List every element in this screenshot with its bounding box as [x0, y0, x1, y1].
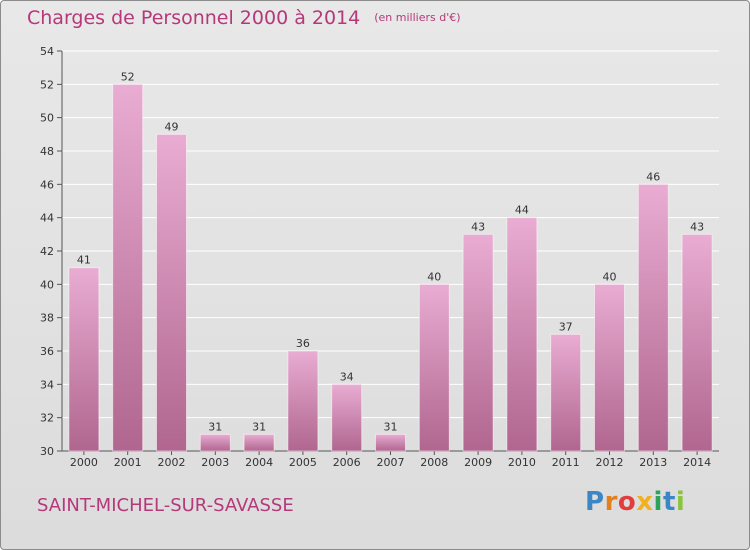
x-tick-label: 2007 — [377, 456, 405, 469]
logo-letter: t — [662, 487, 676, 517]
bars — [68, 83, 713, 452]
y-tick-label: 42 — [40, 245, 54, 258]
y-tick-label: 32 — [40, 412, 54, 425]
x-tick-label: 2009 — [464, 456, 492, 469]
bar-value-label: 31 — [208, 420, 222, 433]
y-tick-label: 40 — [40, 278, 54, 291]
bar-value-label: 43 — [471, 220, 485, 233]
y-tick-label: 34 — [40, 378, 54, 391]
bar-2005 — [287, 350, 319, 452]
bar-value-label: 46 — [646, 170, 660, 183]
logo-letter: o — [617, 487, 637, 517]
x-tick-label: 2008 — [420, 456, 448, 469]
bar-2006 — [331, 383, 363, 452]
bar-value-label: 52 — [121, 70, 135, 83]
bar-2014 — [681, 233, 713, 452]
bar-2002 — [156, 133, 187, 452]
y-tick-label: 48 — [40, 145, 54, 158]
bar-value-label: 40 — [427, 270, 441, 283]
y-tick-label: 46 — [40, 178, 54, 191]
chart-title: Charges de Personnel 2000 à 2014 — [27, 7, 361, 29]
bar-2012 — [594, 283, 625, 452]
y-tick-label: 50 — [40, 112, 54, 125]
bar-value-label: 44 — [515, 204, 529, 217]
commune-name: SAINT-MICHEL-SUR-SAVASSE — [37, 495, 294, 516]
x-tick-label: 2005 — [289, 456, 317, 469]
x-tick-label: 2000 — [70, 456, 98, 469]
x-tick-label: 2011 — [552, 456, 580, 469]
bar-value-label: 41 — [77, 254, 91, 267]
y-tick-label: 44 — [40, 212, 54, 225]
bar-2007 — [375, 433, 406, 452]
logo-letter: i — [675, 487, 686, 517]
bar-value-label: 49 — [165, 120, 179, 133]
x-tick-label: 2006 — [333, 456, 361, 469]
chart-subtitle: (en milliers d'€) — [374, 11, 461, 24]
title-line: Charges de Personnel 2000 à 2014 (en mill… — [27, 7, 461, 29]
bar-value-label: 31 — [252, 420, 266, 433]
bar-2010 — [506, 217, 538, 452]
bar-2008 — [418, 283, 450, 452]
x-tick-label: 2012 — [596, 456, 624, 469]
bar-value-label: 34 — [340, 370, 354, 383]
bar-2009 — [462, 233, 494, 452]
bar-value-label: 40 — [603, 270, 617, 283]
x-tick-label: 2001 — [114, 456, 142, 469]
y-tick-label: 30 — [40, 445, 54, 458]
labels: 30 32 34 36 38 40 42 44 46 48 50 52 54 41 2000 52 2001 49… — [40, 45, 711, 469]
y-tick-label: 38 — [40, 312, 54, 325]
bar-2003 — [199, 433, 231, 452]
logo-letter: x — [636, 487, 654, 517]
y-tick-label: 36 — [40, 345, 54, 358]
x-tick-label: 2003 — [201, 456, 229, 469]
x-tick-label: 2013 — [639, 456, 667, 469]
y-tick-label: 52 — [40, 78, 54, 91]
y-tick-label: 54 — [40, 45, 54, 58]
bar-value-label: 31 — [384, 420, 398, 433]
bar-value-label: 36 — [296, 337, 310, 350]
bar-2000 — [68, 267, 100, 452]
x-tick-label: 2010 — [508, 456, 536, 469]
logo-letter: P — [585, 487, 605, 517]
logo-letter: i — [653, 487, 663, 517]
x-tick-label: 2004 — [245, 456, 273, 469]
bar-2004 — [243, 433, 275, 452]
proxiti-logo[interactable]: Proxiti — [585, 487, 685, 517]
x-tick-label: 2002 — [158, 456, 186, 469]
bar-2013 — [637, 183, 669, 452]
logo-letter: r — [604, 487, 618, 517]
bar-value-label: 43 — [690, 220, 704, 233]
bar-2011 — [550, 333, 582, 452]
bar-2001 — [112, 83, 144, 452]
x-tick-label: 2014 — [683, 456, 711, 469]
bar-value-label: 37 — [559, 320, 573, 333]
